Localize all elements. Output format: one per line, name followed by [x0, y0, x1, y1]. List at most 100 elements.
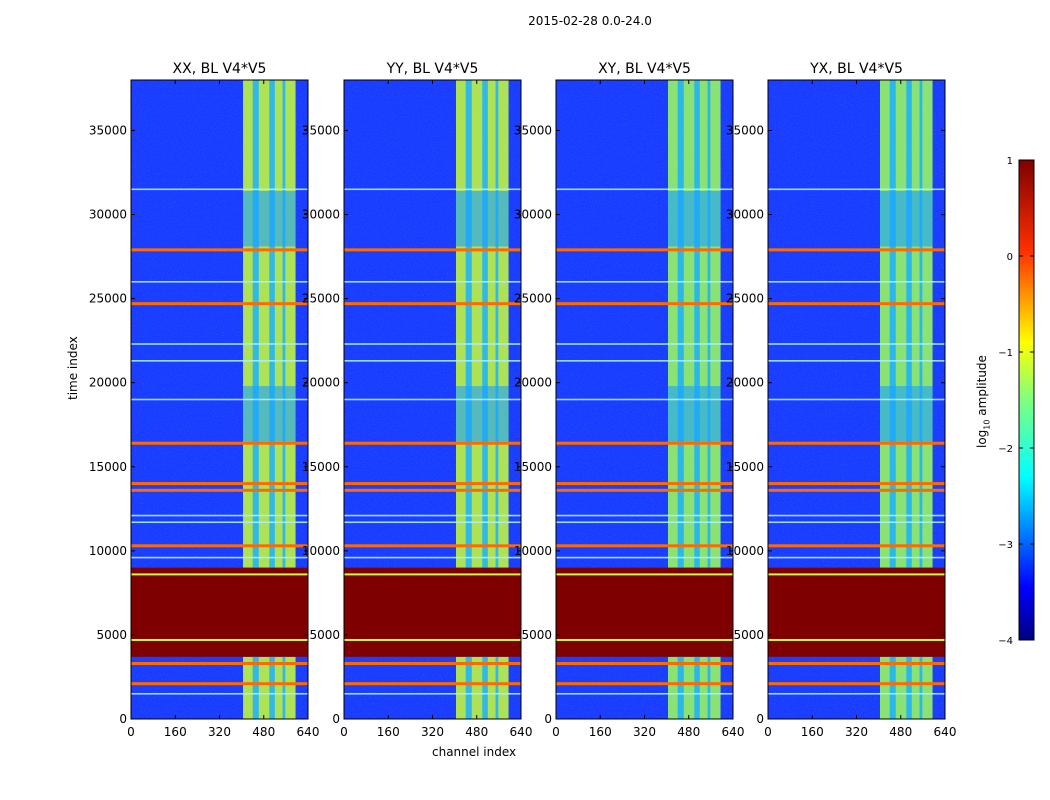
x-tick-label: 160 — [589, 725, 612, 739]
faint-row — [131, 556, 308, 559]
y-axis-label: time index — [66, 336, 80, 400]
rfi-row — [556, 302, 733, 306]
y-tick-label: 15000 — [726, 460, 764, 474]
panel-title: XX, BL V4*V5 — [173, 61, 267, 77]
panel-2: YY, BL V4*V5 0 160 320 480 640 0 5000 10000 15000… — [302, 61, 533, 739]
y-tick-label: 35000 — [89, 123, 127, 137]
rfi-row — [344, 482, 521, 486]
faint-row — [131, 398, 308, 401]
y-tick-label: 0 — [756, 712, 764, 726]
colorbar-gradient — [1018, 159, 1035, 641]
faint-row — [344, 398, 521, 401]
x-tick-label: 480 — [252, 725, 275, 739]
panel-4: YX, BL V4*V5 0 160 320 480 640 0 5000 10000 15000… — [726, 61, 957, 739]
y-tick-label: 0 — [119, 712, 127, 726]
y-tick-label: 35000 — [514, 123, 552, 137]
rfi-row — [556, 248, 733, 252]
dim-region — [880, 190, 933, 247]
faint-row — [768, 692, 945, 695]
colorbar-label: log10 amplitude — [975, 355, 992, 448]
y-tick-label: 35000 — [302, 123, 340, 137]
row-line — [131, 573, 308, 576]
y-tick-label: 30000 — [514, 208, 552, 222]
x-tick-label: 320 — [633, 725, 656, 739]
rfi-row — [131, 662, 308, 666]
panel-title: XY, BL V4*V5 — [598, 61, 691, 77]
rfi-row — [768, 682, 945, 686]
dim-region — [456, 190, 509, 247]
rfi-row — [344, 441, 521, 445]
y-tick-label: 20000 — [89, 376, 127, 390]
faint-row — [344, 360, 521, 362]
faint-row — [344, 280, 521, 283]
faint-row — [344, 556, 521, 559]
rfi-row — [768, 441, 945, 445]
rfi-row — [131, 248, 308, 252]
faint-row — [344, 188, 521, 191]
row-line — [768, 573, 945, 576]
faint-row — [344, 521, 521, 524]
x-tick-label: 0 — [764, 725, 772, 739]
faint-row — [768, 360, 945, 362]
rfi-row — [768, 662, 945, 666]
colorbar-tick-label: −2 — [998, 444, 1013, 455]
x-tick-label: 160 — [801, 725, 824, 739]
rfi-row — [131, 441, 308, 445]
y-tick-label: 35000 — [726, 123, 764, 137]
rfi-row — [768, 488, 945, 492]
rfi-row — [556, 441, 733, 445]
y-tick-label: 10000 — [514, 544, 552, 558]
faint-row — [768, 514, 945, 517]
rfi-row — [344, 662, 521, 666]
rfi-row — [131, 482, 308, 486]
x-tick-label: 0 — [127, 725, 135, 739]
x-tick-label: 0 — [340, 725, 348, 739]
faint-row — [556, 343, 733, 345]
row-line — [556, 638, 733, 641]
y-tick-label: 20000 — [514, 376, 552, 390]
faint-row — [556, 360, 733, 362]
y-tick-label: 5000 — [309, 628, 340, 642]
rfi-row — [556, 682, 733, 686]
colorbar-tick-label: −4 — [998, 636, 1013, 647]
x-tick-label: 160 — [377, 725, 400, 739]
rfi-row — [768, 482, 945, 486]
x-axis-label: channel index — [432, 745, 517, 759]
dim-region — [243, 386, 296, 442]
y-tick-label: 25000 — [514, 292, 552, 306]
dim-region — [668, 190, 721, 247]
panel-title: YY, BL V4*V5 — [386, 61, 479, 77]
y-tick-label: 25000 — [89, 292, 127, 306]
faint-row — [344, 514, 521, 517]
rfi-row — [344, 544, 521, 548]
rfi-row — [131, 682, 308, 686]
rfi-row — [344, 302, 521, 306]
faint-row — [131, 360, 308, 362]
row-line — [344, 638, 521, 641]
saturated-block — [344, 567, 521, 657]
rfi-row — [768, 544, 945, 548]
y-tick-label: 5000 — [733, 628, 764, 642]
y-tick-label: 0 — [544, 712, 552, 726]
x-tick-label: 320 — [421, 725, 444, 739]
dim-region — [668, 386, 721, 442]
panel-1: XX, BL V4*V5 0 160 320 480 640 0 5000 10000 15000… — [89, 61, 320, 739]
rfi-row — [344, 682, 521, 686]
y-tick-label: 30000 — [302, 208, 340, 222]
y-tick-label: 5000 — [96, 628, 127, 642]
x-tick-label: 320 — [845, 725, 868, 739]
colorbar-tick-label: 1 — [1007, 156, 1013, 167]
faint-row — [556, 514, 733, 517]
faint-row — [556, 188, 733, 191]
y-tick-label: 30000 — [89, 208, 127, 222]
colorbar-tick-label: −1 — [998, 348, 1013, 359]
y-tick-label: 10000 — [726, 544, 764, 558]
rfi-row — [344, 488, 521, 492]
rfi-row — [768, 302, 945, 306]
y-tick-label: 15000 — [514, 460, 552, 474]
dim-region — [456, 386, 509, 442]
faint-row — [556, 692, 733, 695]
saturated-block — [768, 567, 945, 657]
row-line — [344, 573, 521, 576]
y-tick-label: 15000 — [89, 460, 127, 474]
